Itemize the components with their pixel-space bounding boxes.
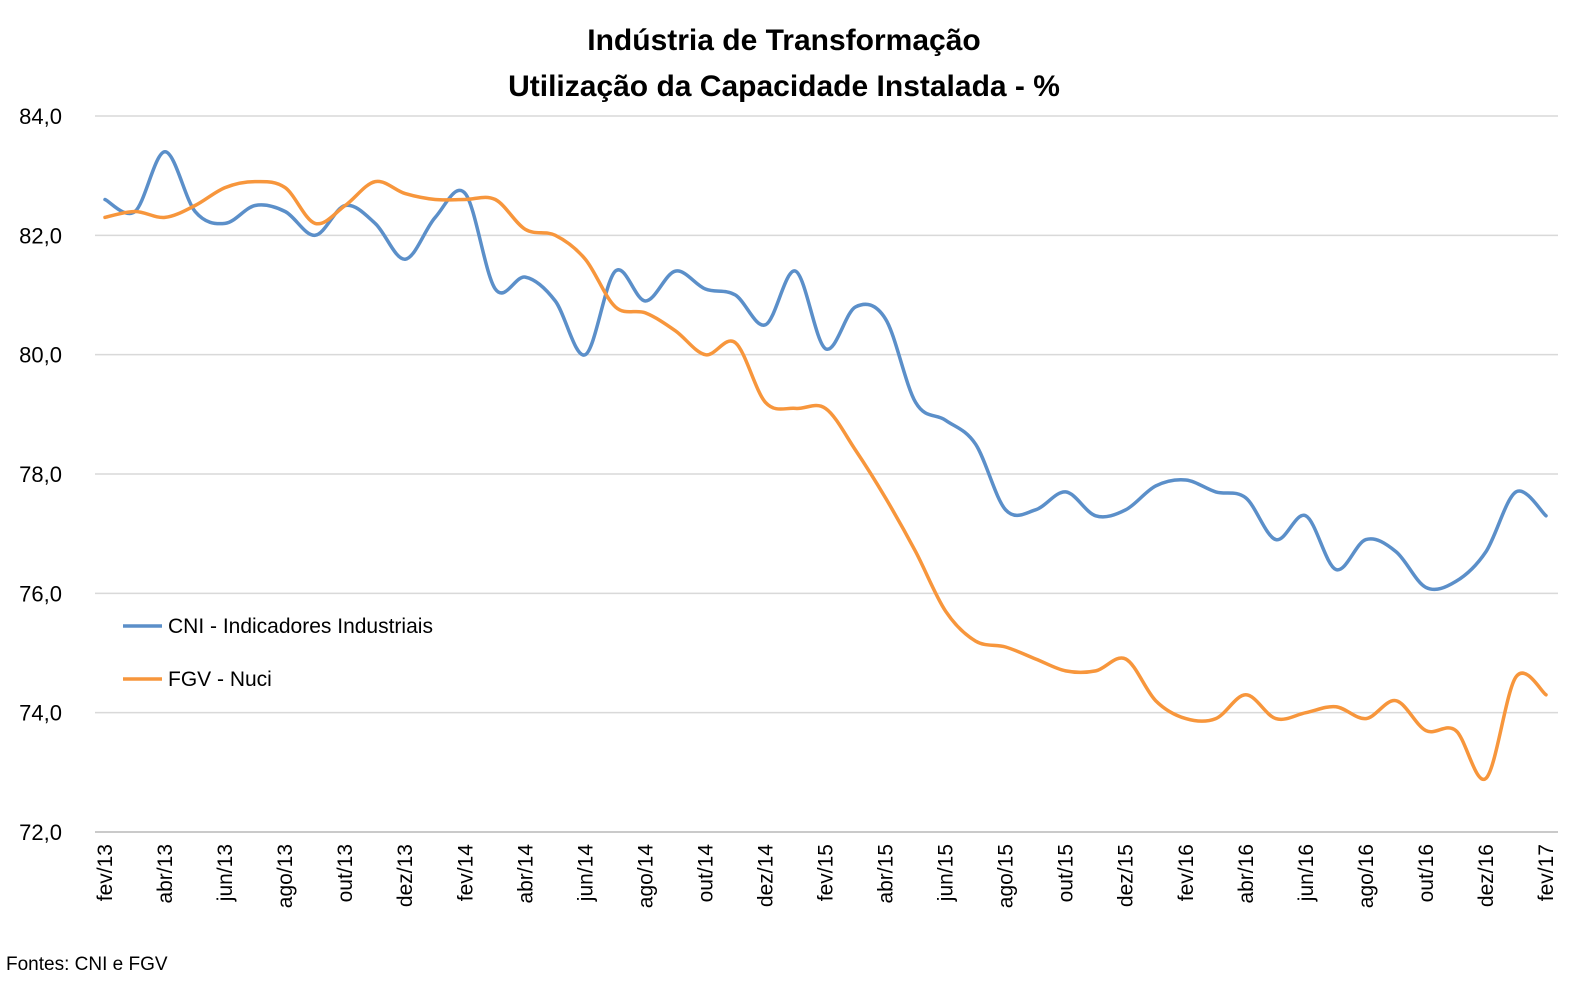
y-tick-label: 72,0 <box>19 820 62 845</box>
x-tick-label: out/16 <box>1415 844 1438 902</box>
gridlines <box>95 115 1558 833</box>
x-tick-label: out/14 <box>694 844 717 903</box>
series-lines <box>103 150 1548 782</box>
x-tick-label: ago/15 <box>995 844 1018 908</box>
series-line-1 <box>103 150 1548 592</box>
chart-title-line-1: Indústria de Transformação <box>587 24 980 57</box>
x-tick-label: ago/14 <box>634 844 657 909</box>
x-tick-label: fev/13 <box>94 844 117 901</box>
x-tick-label: fev/17 <box>1535 844 1558 901</box>
y-tick-label: 80,0 <box>19 343 62 368</box>
source-note: Fontes: CNI e FGV <box>6 954 168 975</box>
x-tick-label: ago/13 <box>274 844 297 908</box>
x-tick-label: jun/16 <box>1295 844 1318 902</box>
x-tick-label: dez/13 <box>394 844 417 907</box>
x-tick-label: out/15 <box>1055 844 1078 902</box>
x-tick-label: jun/15 <box>935 844 958 902</box>
x-tick-label: out/13 <box>334 844 357 902</box>
x-tick-label: dez/15 <box>1115 844 1138 907</box>
series-line-2 <box>103 179 1548 782</box>
x-axis: fev/13 abr/13 jun/13 ago/13 out/13 dez/13 fev/… <box>94 831 1558 909</box>
x-tick-label: fev/14 <box>454 844 477 902</box>
x-tick-label: abr/14 <box>514 844 537 904</box>
legend: CNI - Indicadores Industriais FGV - Nuci <box>123 615 433 691</box>
x-tick-label: jun/14 <box>574 844 597 903</box>
x-tick-label: jun/13 <box>214 844 237 902</box>
x-tick-label: fev/16 <box>1175 844 1198 901</box>
y-tick-label: 74,0 <box>19 701 62 726</box>
y-axis: 72,0 74,0 76,0 78,0 80,0 82,0 84,0 <box>19 104 62 845</box>
y-tick-label: 82,0 <box>19 223 62 248</box>
y-tick-label: 84,0 <box>19 104 62 129</box>
x-tick-label: abr/15 <box>875 844 898 904</box>
y-tick-label: 78,0 <box>19 462 62 487</box>
x-tick-label: abr/16 <box>1235 844 1258 904</box>
x-tick-label: dez/16 <box>1475 844 1498 907</box>
x-tick-label: dez/14 <box>754 844 777 907</box>
x-tick-label: fev/15 <box>815 844 838 901</box>
x-tick-label: abr/13 <box>154 844 177 904</box>
legend-label: CNI - Indicadores Industriais <box>168 615 433 638</box>
chart-title-line-2: Utilização da Capacidade Instalada - % <box>508 70 1060 103</box>
y-tick-label: 76,0 <box>19 581 62 606</box>
legend-label: FGV - Nuci <box>168 668 272 691</box>
x-tick-label: ago/16 <box>1355 844 1378 908</box>
